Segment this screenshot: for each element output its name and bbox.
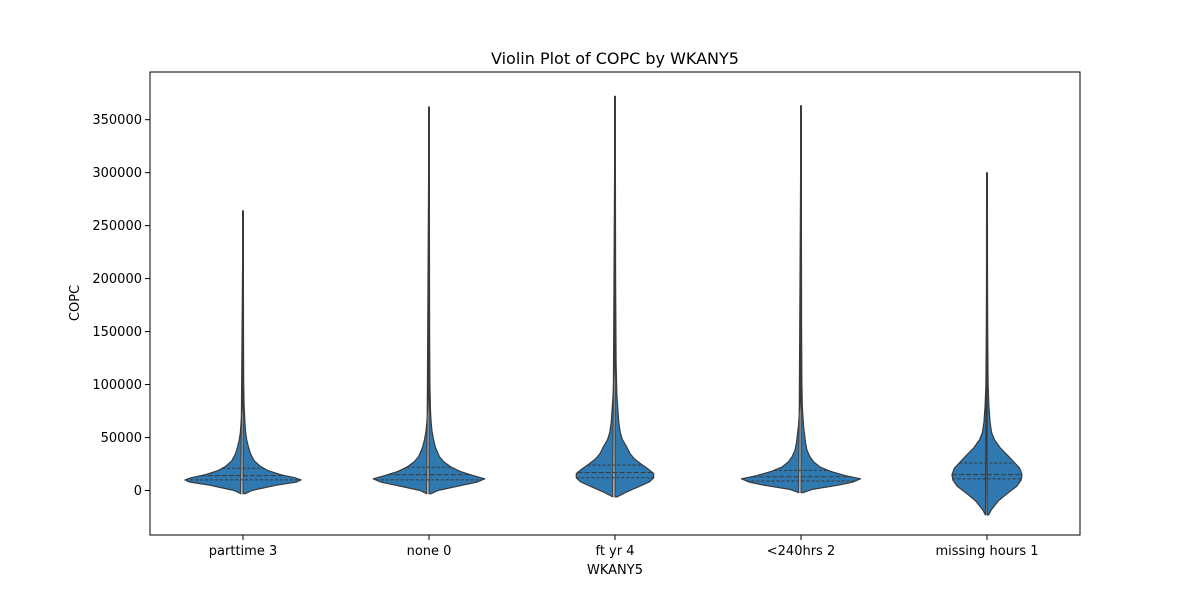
y-tick-label: 150000 [92, 325, 142, 340]
violin-body [184, 210, 302, 495]
violin [740, 105, 862, 494]
y-tick-label: 50000 [101, 431, 142, 446]
violin [951, 172, 1023, 516]
x-tick-label: none 0 [407, 544, 452, 559]
violin [575, 95, 655, 498]
violin [184, 210, 302, 495]
y-axis-label: COPC [68, 285, 83, 321]
x-tick-label: <240hrs 2 [767, 544, 835, 559]
chart-title: Violin Plot of COPC by WKANY5 [491, 49, 739, 68]
violin-body [740, 105, 862, 494]
x-tick-label: missing hours 1 [935, 544, 1038, 559]
violin-body [951, 172, 1023, 516]
violin [372, 106, 486, 495]
y-tick-label: 300000 [92, 166, 142, 181]
y-axis: 0 50000 100000 150000 200000 250000 300000 3500… [92, 113, 150, 499]
y-tick-label: 0 [134, 484, 142, 499]
y-tick-label: 350000 [92, 113, 142, 128]
violin-body [372, 106, 486, 495]
x-tick-label: ft yr 4 [595, 544, 634, 559]
x-tick-label: parttime 3 [209, 544, 277, 559]
x-axis: parttime 3 none 0 ft yr 4 <240hrs 2 missing … [209, 535, 1039, 559]
x-axis-label: WKANY5 [587, 563, 643, 578]
y-tick-label: 250000 [92, 219, 142, 234]
violin-body [575, 95, 655, 498]
violin-series [184, 95, 1023, 516]
y-tick-label: 200000 [92, 272, 142, 287]
y-tick-label: 100000 [92, 378, 142, 393]
